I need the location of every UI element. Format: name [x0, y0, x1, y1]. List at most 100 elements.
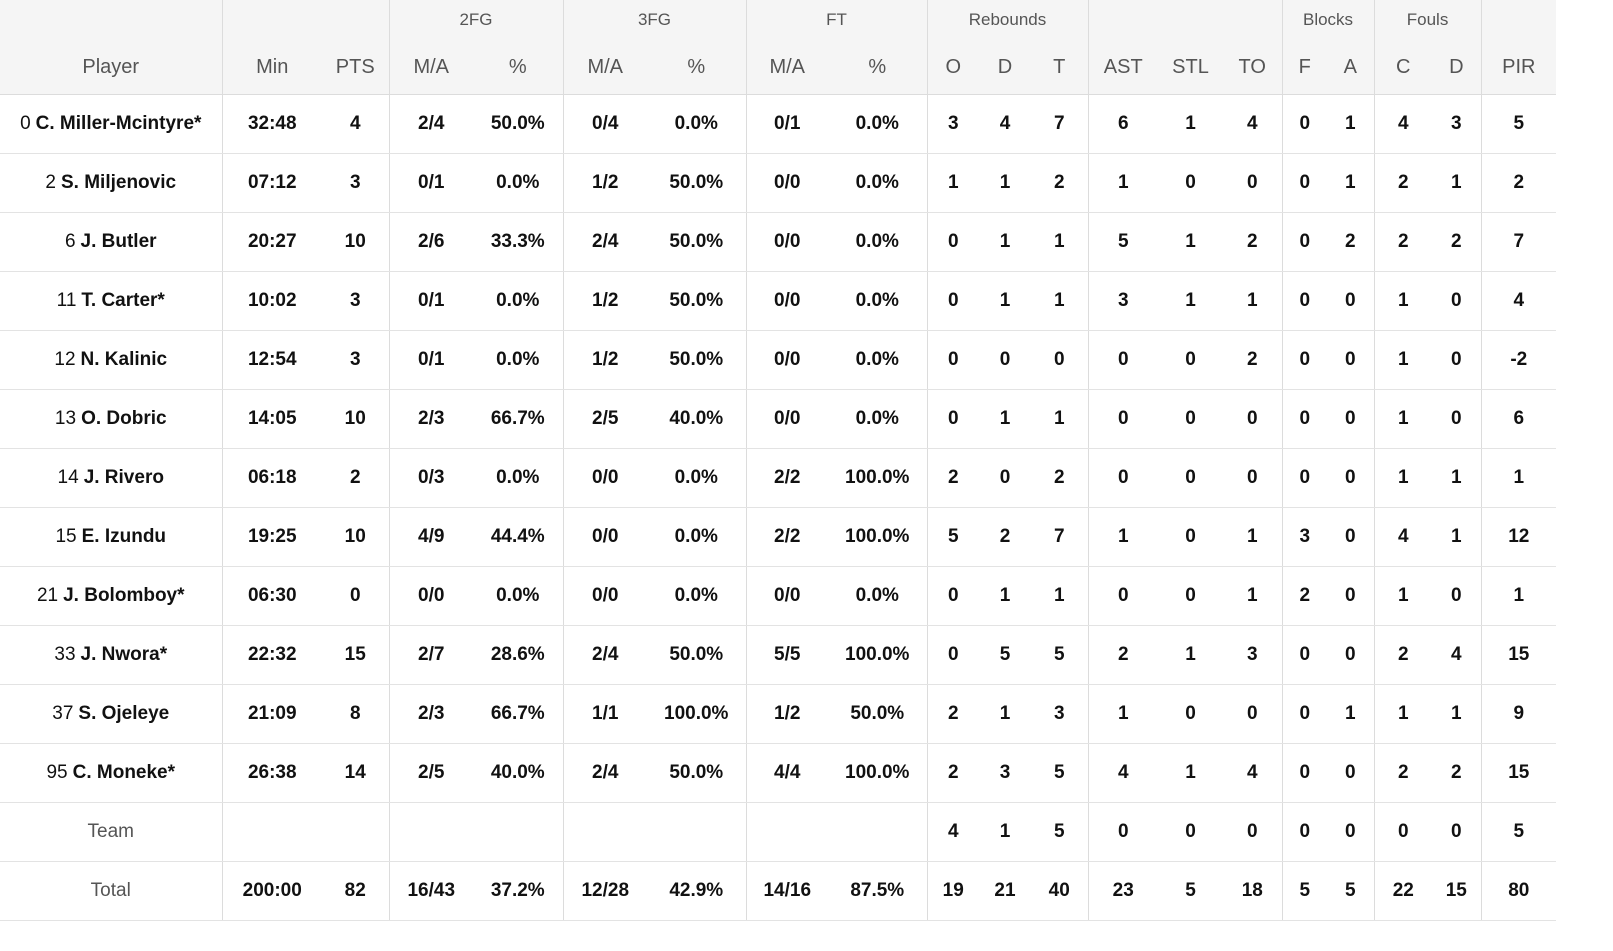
- stat-foul-d: 1: [1432, 684, 1482, 744]
- stat-foul-c: 2: [1373, 212, 1433, 272]
- player-number: 11: [56, 290, 77, 311]
- stat-reb-t: 0: [1031, 330, 1088, 390]
- stat-reb-o: 4: [926, 802, 979, 862]
- stat-stl: 0: [1158, 448, 1223, 508]
- stat-reb-d: 0: [979, 330, 1031, 390]
- col-blk-a[interactable]: A: [1327, 40, 1375, 95]
- player-name-link[interactable]: S. Ojeleye: [78, 703, 170, 724]
- stat-fg2-pct: 28.6%: [473, 625, 563, 685]
- col-ast[interactable]: AST: [1087, 40, 1158, 95]
- stat-blk-a: 2: [1327, 212, 1375, 272]
- stat-ft-ma: 0/0: [745, 212, 828, 272]
- stat-to: 0: [1223, 448, 1283, 508]
- stat-reb-o: 1: [926, 153, 979, 213]
- stat-fg3-ma: 1/2: [562, 153, 647, 213]
- stat-fg3-pct: 40.0%: [647, 389, 746, 449]
- player-cell: 15 E. Izundu: [0, 507, 222, 567]
- col-blk-f[interactable]: F: [1281, 40, 1328, 95]
- col-2fg-pct[interactable]: %: [473, 40, 563, 95]
- col-pts[interactable]: PTS: [322, 40, 389, 95]
- stat-stl: 0: [1158, 389, 1223, 449]
- stat-reb-d: 5: [979, 625, 1031, 685]
- col-foul-d[interactable]: D: [1432, 40, 1482, 95]
- stat-min: 22:32: [221, 625, 322, 685]
- stat-stl: 0: [1158, 153, 1223, 213]
- stat-fg3-pct: 50.0%: [647, 153, 746, 213]
- player-name-link[interactable]: E. Izundu: [81, 526, 167, 547]
- stat-fg3-ma: 0/0: [562, 448, 647, 508]
- stat-reb-o: 0: [926, 330, 979, 390]
- stat-pir: 5: [1480, 802, 1557, 862]
- stat-fg2-pct: [473, 802, 563, 862]
- stat-reb-d: 4: [979, 94, 1031, 154]
- player-name-link[interactable]: T. Carter*: [81, 290, 165, 311]
- stat-blk-f: 0: [1281, 448, 1328, 508]
- col-foul-c[interactable]: C: [1373, 40, 1433, 95]
- stat-pts: 4: [322, 94, 389, 154]
- player-name-link[interactable]: J. Nwora*: [80, 644, 168, 665]
- stat-fg3-pct: 50.0%: [647, 625, 746, 685]
- col-reb-d[interactable]: D: [979, 40, 1031, 95]
- col-2fg-ma[interactable]: M/A: [388, 40, 473, 95]
- stat-reb-t: 1: [1031, 389, 1088, 449]
- stat-ft-ma: 5/5: [745, 625, 828, 685]
- stat-fg3-pct: 0.0%: [647, 507, 746, 567]
- stat-pir: 4: [1480, 271, 1557, 331]
- player-name-link[interactable]: J. Bolomboy*: [63, 585, 185, 606]
- stat-fg2-ma: 0/1: [388, 271, 473, 331]
- stat-ft-pct: 100.0%: [828, 507, 927, 567]
- stat-blk-f: 0: [1281, 743, 1328, 803]
- stat-foul-d: 2: [1432, 743, 1482, 803]
- stat-ast: 0: [1087, 566, 1158, 626]
- stat-reb-t: 5: [1031, 743, 1088, 803]
- stat-foul-d: 4: [1432, 625, 1482, 685]
- stat-reb-o: 0: [926, 271, 979, 331]
- stat-blk-a: 5: [1327, 861, 1375, 921]
- stat-foul-c: 2: [1373, 625, 1433, 685]
- col-to[interactable]: TO: [1223, 40, 1283, 95]
- stat-pir: 1: [1480, 566, 1557, 626]
- col-3fg-pct[interactable]: %: [647, 40, 746, 95]
- col-ft-ma[interactable]: M/A: [745, 40, 828, 95]
- player-cell: 6 J. Butler: [0, 212, 222, 272]
- stat-blk-f: 3: [1281, 507, 1328, 567]
- col-player[interactable]: Player: [0, 40, 222, 95]
- stat-reb-d: 0: [979, 448, 1031, 508]
- stat-fg2-pct: 0.0%: [473, 330, 563, 390]
- stat-stl: 1: [1158, 625, 1223, 685]
- stat-ft-ma: 1/2: [745, 684, 828, 744]
- stat-blk-f: 0: [1281, 212, 1328, 272]
- col-stl[interactable]: STL: [1158, 40, 1223, 95]
- col-pir[interactable]: PIR: [1480, 40, 1557, 95]
- player-row: 0 C. Miller-Mcintyre* 32:48 4 2/4 50.0% 0/4 0.0…: [0, 94, 1557, 154]
- stat-stl: 0: [1158, 507, 1223, 567]
- stat-min: 19:25: [221, 507, 322, 567]
- player-name-link[interactable]: S. Miljenovic: [60, 172, 177, 193]
- player-cell: 21 J. Bolomboy*: [0, 566, 222, 626]
- stat-ast: 1: [1087, 684, 1158, 744]
- stat-to: 0: [1223, 802, 1283, 862]
- col-reb-t[interactable]: T: [1031, 40, 1088, 95]
- player-row: 37 S. Ojeleye 21:09 8 2/3 66.7% 1/1 100.0% 1/2 50…: [0, 684, 1557, 744]
- stat-to: 0: [1223, 153, 1283, 213]
- col-ft-pct[interactable]: %: [828, 40, 927, 95]
- player-name-link[interactable]: C. Moneke*: [72, 762, 176, 783]
- stat-foul-c: 1: [1373, 684, 1433, 744]
- player-name-link[interactable]: C. Miller-Mcintyre*: [35, 113, 202, 134]
- col-3fg-ma[interactable]: M/A: [562, 40, 647, 95]
- stat-blk-f: 0: [1281, 330, 1328, 390]
- stat-fg2-ma: 2/7: [388, 625, 473, 685]
- stat-min: 07:12: [221, 153, 322, 213]
- player-name-link[interactable]: J. Butler: [80, 231, 157, 252]
- player-name-link[interactable]: N. Kalinic: [80, 349, 168, 370]
- col-min[interactable]: Min: [221, 40, 322, 95]
- player-name-link[interactable]: J. Rivero: [83, 467, 164, 488]
- stat-foul-c: 1: [1373, 389, 1433, 449]
- stat-foul-c: 0: [1373, 802, 1433, 862]
- stat-stl: 1: [1158, 743, 1223, 803]
- stat-fg2-ma: 0/1: [388, 330, 473, 390]
- stat-to: 18: [1223, 861, 1283, 921]
- stat-pir: 6: [1480, 389, 1557, 449]
- col-reb-o[interactable]: O: [926, 40, 979, 95]
- player-name-link[interactable]: O. Dobric: [81, 408, 167, 429]
